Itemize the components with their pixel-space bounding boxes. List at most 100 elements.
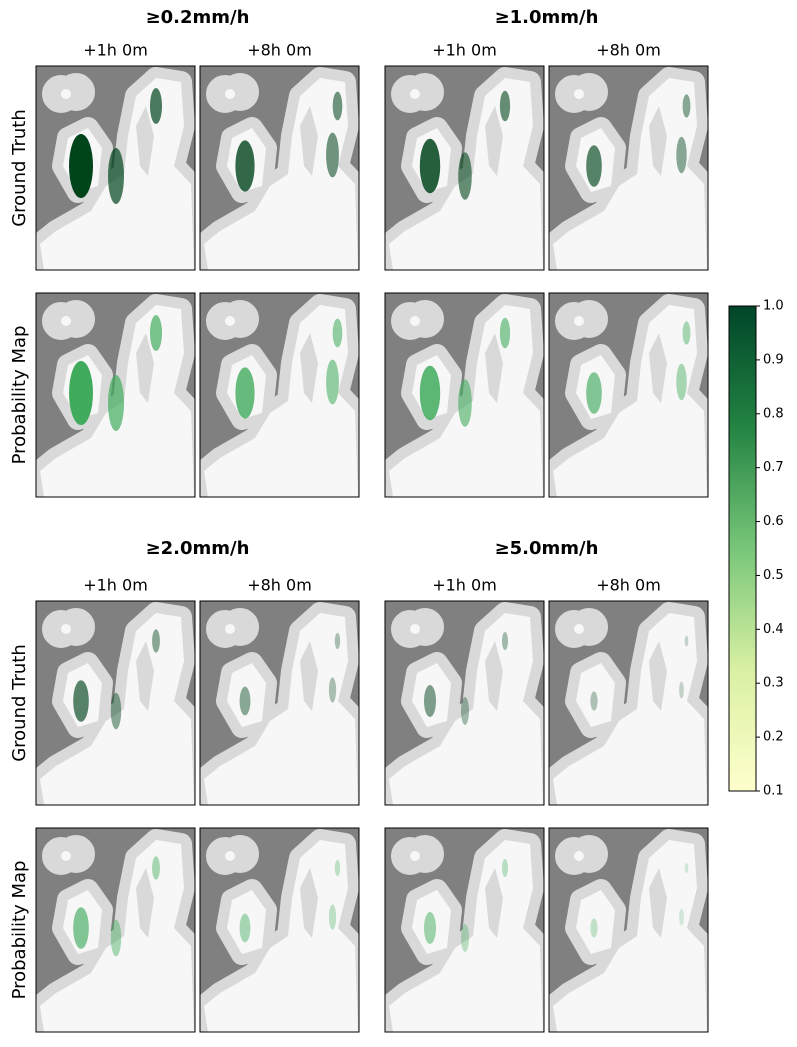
column-label: +8h 0m [247,41,312,60]
panel-frame [548,600,709,806]
panel-frame [384,292,545,498]
tick-label: 0.1 [763,784,784,799]
map-background [549,601,708,805]
precip-area [499,90,511,122]
map-panel [549,293,708,497]
precip-area [461,697,469,725]
map-background [200,601,359,805]
map-panel [36,293,195,497]
precip-area [586,145,602,187]
panel-frame [199,600,360,806]
row-label: Ground Truth [9,109,30,227]
map-panel [200,828,359,1032]
map-panel [385,66,544,270]
map-panel [385,828,544,1032]
precip-area [108,148,124,204]
column-label: +8h 0m [596,576,661,595]
precip-area [73,907,89,949]
tick-label: 0.3 [763,676,784,691]
map-panel [385,601,544,805]
precip-area [458,379,472,427]
colorbar [728,305,757,792]
group-title: ≥5.0mm/h [495,538,599,559]
precip-area [150,88,162,124]
column-label: +1h 0m [83,576,148,595]
panel-frame [548,827,709,1033]
precip-area [332,91,343,121]
map-panel [36,66,195,270]
precip-area [235,140,255,192]
panel-frame [199,827,360,1033]
precip-area [499,317,511,349]
precip-area [110,692,122,730]
precip-area [69,134,93,198]
map-panel [36,601,195,805]
map-panel [385,293,544,497]
column-label: +1h 0m [432,41,497,60]
precip-area [502,859,508,877]
column-label: +8h 0m [596,41,661,60]
precip-area [682,94,691,118]
panel-frame [199,292,360,498]
column-label: +1h 0m [432,576,497,595]
map-panel [36,828,195,1032]
panel-frame [384,600,545,806]
precip-area [73,680,89,722]
panel-frame [35,65,196,271]
group-title: ≥2.0mm/h [146,538,250,559]
precip-area [419,365,441,421]
column-label: +8h 0m [247,576,312,595]
precip-area [328,904,337,930]
precip-area [334,859,341,877]
precip-area [682,321,691,345]
map-panel [549,601,708,805]
precip-area [679,681,684,699]
panel-frame [35,292,196,498]
precip-area [152,629,160,653]
precip-area [152,856,160,880]
tick-label: 0.5 [763,568,784,583]
map-panel [549,66,708,270]
precip-area [150,315,162,351]
panel-frame [548,292,709,498]
precip-area [69,361,93,425]
tick-label: 0.6 [763,514,784,529]
panel-frame [199,65,360,271]
tick-label: 0.9 [763,352,784,367]
panel-frame [35,600,196,806]
panel-frame [384,65,545,271]
panel-frame [384,827,545,1033]
precip-area [586,372,602,414]
group-title: ≥0.2mm/h [146,7,250,28]
tick-label: 0.2 [763,730,784,745]
precip-area [676,136,687,174]
precip-area [590,918,598,938]
precip-area [332,318,343,348]
precip-area [334,632,341,650]
precip-area [239,913,251,943]
map-background [200,828,359,1032]
panel-frame [35,827,196,1033]
panel-frame [548,65,709,271]
tick-label: 0.7 [763,460,784,475]
precip-area [328,677,337,703]
map-panel [200,601,359,805]
map-panel [200,293,359,497]
group-title: ≥1.0mm/h [495,7,599,28]
precip-area [502,632,508,650]
precip-area [424,912,436,944]
precip-area [676,363,687,401]
precip-area [684,862,689,874]
tick-label: 1.0 [763,299,784,314]
precip-area [419,138,441,194]
precip-area [684,635,689,647]
precip-area [110,919,122,957]
map-panel [200,66,359,270]
column-label: +1h 0m [83,41,148,60]
precip-area [235,367,255,419]
row-label: Probability Map [9,326,30,465]
precip-area [326,359,339,405]
map-panel [549,828,708,1032]
row-label: Ground Truth [9,644,30,762]
